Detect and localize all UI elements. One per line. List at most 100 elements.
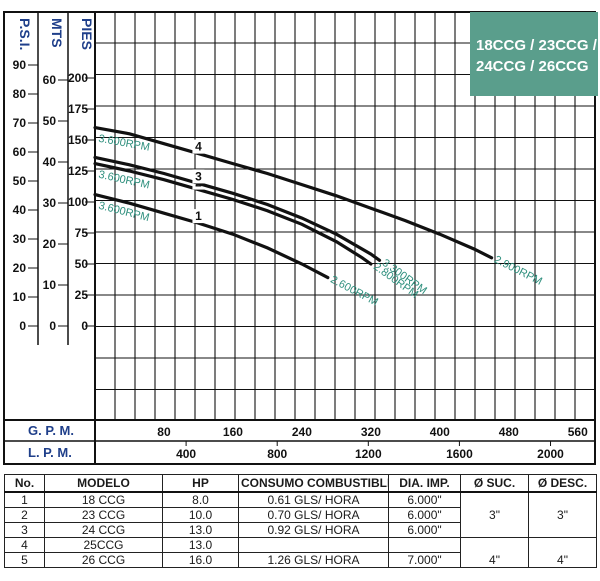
pies-tick-label: 50 [75, 257, 89, 271]
x-axis-title-gpm: G. P. M. [28, 423, 74, 438]
curve-4 [93, 126, 494, 260]
col-header-no: No. [4, 474, 45, 493]
col-header-dia-imp: DIA. IMP. [388, 474, 461, 493]
mts-tick-label: 60 [43, 73, 57, 87]
cell-consumo: 0.70 GLS/ HORA [238, 507, 389, 523]
cell-dia: 6.000" [388, 522, 461, 538]
cell-consumo: 0.92 GLS/ HORA [238, 522, 389, 538]
cell-no: 3 [4, 522, 45, 538]
mts-tick-label: 40 [43, 155, 57, 169]
cell-dia [388, 537, 461, 553]
spec-table: No. MODELO HP CONSUMO COMBUSTIBLE DIA. I… [4, 474, 597, 568]
pies-tick-label: 75 [75, 226, 89, 240]
cell-modelo: 26 CCG [44, 552, 163, 568]
y-axis-title: P.S.I. [17, 18, 33, 50]
cell-hp: 16.0 [162, 552, 239, 568]
psi-tick-label: 10 [13, 290, 27, 304]
table-row: 4 25CCG 13.0 4" 4" [4, 537, 597, 568]
gpm-tick-label: 160 [223, 425, 243, 439]
curve-number-label: 4 [195, 140, 202, 154]
lpm-tick-label: 2000 [537, 447, 564, 461]
cell-dia: 6.000" [388, 507, 461, 523]
psi-tick-label: 0 [19, 319, 26, 333]
table-row: 1 18 CCG 8.0 0.61 GLS/ HORA 6.000" 3" 3" [4, 491, 597, 538]
gpm-tick-label: 400 [430, 425, 450, 439]
cell-no: 1 [4, 491, 45, 508]
col-header-consumo: CONSUMO COMBUSTIBLE [238, 474, 389, 493]
pies-tick-label: 150 [68, 133, 88, 147]
psi-tick-label: 40 [13, 203, 27, 217]
gpm-tick-label: 240 [292, 425, 312, 439]
cell-no: 4 [4, 537, 45, 553]
cell-no: 2 [4, 507, 45, 523]
rpm-start-label: 3.600RPM [97, 169, 150, 192]
cell-hp: 13.0 [162, 522, 239, 538]
pump-curve-chart: P.S.I. MTS PIES010203040506070809001020304… [3, 11, 596, 465]
mts-tick-label: 10 [43, 278, 57, 292]
mts-tick-label: 50 [43, 114, 57, 128]
curve-number-label: 1 [195, 209, 202, 223]
col-header-modelo: MODELO [44, 474, 163, 493]
cell-dia: 7.000" [388, 552, 461, 568]
cell-hp: 8.0 [162, 491, 239, 508]
cell-modelo: 24 CCG [44, 522, 163, 538]
x-axes: G. P. M. L. P. M. 80 160 240 320 400 480 560 400 8… [28, 423, 588, 461]
curve-number-label: 3 [195, 169, 202, 183]
col-header-hp: HP [162, 474, 239, 493]
chart-title: 18CCG / 23CCG / 24CCG / 26CCG [470, 12, 598, 96]
mts-tick-label: 0 [49, 319, 56, 333]
lpm-tick-label: 800 [267, 447, 287, 461]
table-row: 5 26 CCG 16.0 1.26 GLS/ HORA 7.000" [4, 552, 597, 568]
pies-tick-label: 25 [75, 288, 89, 302]
gpm-tick-label: 320 [361, 425, 381, 439]
pies-tick-label: 125 [68, 164, 88, 178]
cell-desc-group-1: 3" [528, 491, 597, 538]
psi-tick-label: 60 [13, 145, 27, 159]
lpm-tick-label: 1600 [446, 447, 473, 461]
col-header-desc: Ø DESC. [528, 474, 597, 493]
cell-modelo: 25CCG [44, 537, 163, 553]
curve-number-bg [192, 139, 205, 154]
psi-tick-label: 20 [13, 261, 27, 275]
curve-number-bg [192, 169, 205, 184]
psi-tick-label: 70 [13, 116, 27, 130]
mts-tick-label: 30 [43, 196, 57, 210]
rpm-end-label: 2.600RPM [328, 274, 380, 309]
pies-tick-label: 175 [68, 102, 88, 116]
lpm-tick-label: 400 [176, 447, 196, 461]
psi-tick-label: 50 [13, 174, 27, 188]
gpm-tick-label: 480 [499, 425, 519, 439]
rpm-start-label: 3.600RPM [97, 133, 150, 154]
x-axis-title-lpm: L. P. M. [28, 445, 72, 460]
col-header-suc: Ø SUC. [460, 474, 529, 493]
psi-tick-label: 30 [13, 232, 27, 246]
curve-number-bg [192, 209, 205, 224]
cell-dia: 6.000" [388, 491, 461, 508]
gpm-tick-label: 80 [157, 425, 171, 439]
rpm-end-label: 2.900RPM [492, 254, 544, 288]
table-row: 3 24 CCG 13.0 0.92 GLS/ HORA 6.000" [4, 522, 597, 538]
y-axis-title: PIES [79, 18, 95, 50]
curves: 13.600RPM2.600RPM23.600RPM2.800RPM33.300… [93, 126, 544, 309]
curve-2 [93, 162, 373, 266]
gpm-tick-label: 560 [568, 425, 588, 439]
cell-modelo: 23 CCG [44, 507, 163, 523]
psi-tick-label: 80 [13, 87, 27, 101]
psi-tick-label: 90 [13, 58, 27, 72]
cell-modelo: 18 CCG [44, 491, 163, 508]
y-axes: P.S.I. MTS PIES 0 10 20 30 40 50 60 70 80 90 0 10 20 30 4… [13, 18, 95, 333]
pies-tick-label: 0 [81, 319, 88, 333]
mts-tick-label: 20 [43, 237, 57, 251]
rpm-start-label: 3.600RPM [97, 200, 150, 224]
cell-hp: 10.0 [162, 507, 239, 523]
y-axis-title: MTS [49, 18, 65, 48]
cell-no: 5 [4, 552, 45, 568]
curve-3 [93, 155, 382, 262]
cell-suc-group-1: 3" [460, 491, 529, 538]
cell-consumo: 0.61 GLS/ HORA [238, 491, 389, 508]
curve-1 [93, 193, 330, 280]
cell-consumo [238, 537, 389, 553]
cell-desc-group-2: 4" [528, 537, 597, 568]
lpm-tick-label: 1200 [355, 447, 382, 461]
cell-consumo: 1.26 GLS/ HORA [238, 552, 389, 568]
